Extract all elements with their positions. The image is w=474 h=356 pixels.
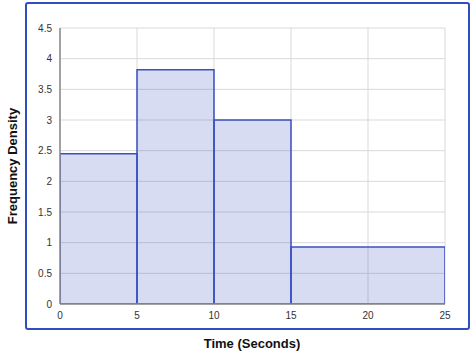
svg-text:3.5: 3.5: [38, 84, 52, 95]
svg-text:10: 10: [208, 310, 220, 321]
html-text:Time (Seconds): Time (Seconds): [203, 336, 301, 351]
svg-text:25: 25: [439, 310, 451, 321]
html-text:Frequency Density: Frequency Density: [4, 107, 20, 225]
svg-text:0: 0: [46, 299, 52, 310]
svg-text:1: 1: [46, 237, 52, 248]
svg-text:20: 20: [362, 310, 374, 321]
svg-text:2: 2: [46, 176, 52, 187]
svg-text:1.5: 1.5: [38, 207, 52, 218]
svg-text:0: 0: [57, 310, 63, 321]
svg-text:4: 4: [46, 53, 52, 64]
svg-text:0.5: 0.5: [38, 268, 52, 279]
svg-text:2.5: 2.5: [38, 145, 52, 156]
svg-text:15: 15: [285, 310, 297, 321]
svg-text:4.5: 4.5: [38, 23, 52, 34]
svg-text:3: 3: [46, 115, 52, 126]
svg-text:5: 5: [134, 310, 140, 321]
